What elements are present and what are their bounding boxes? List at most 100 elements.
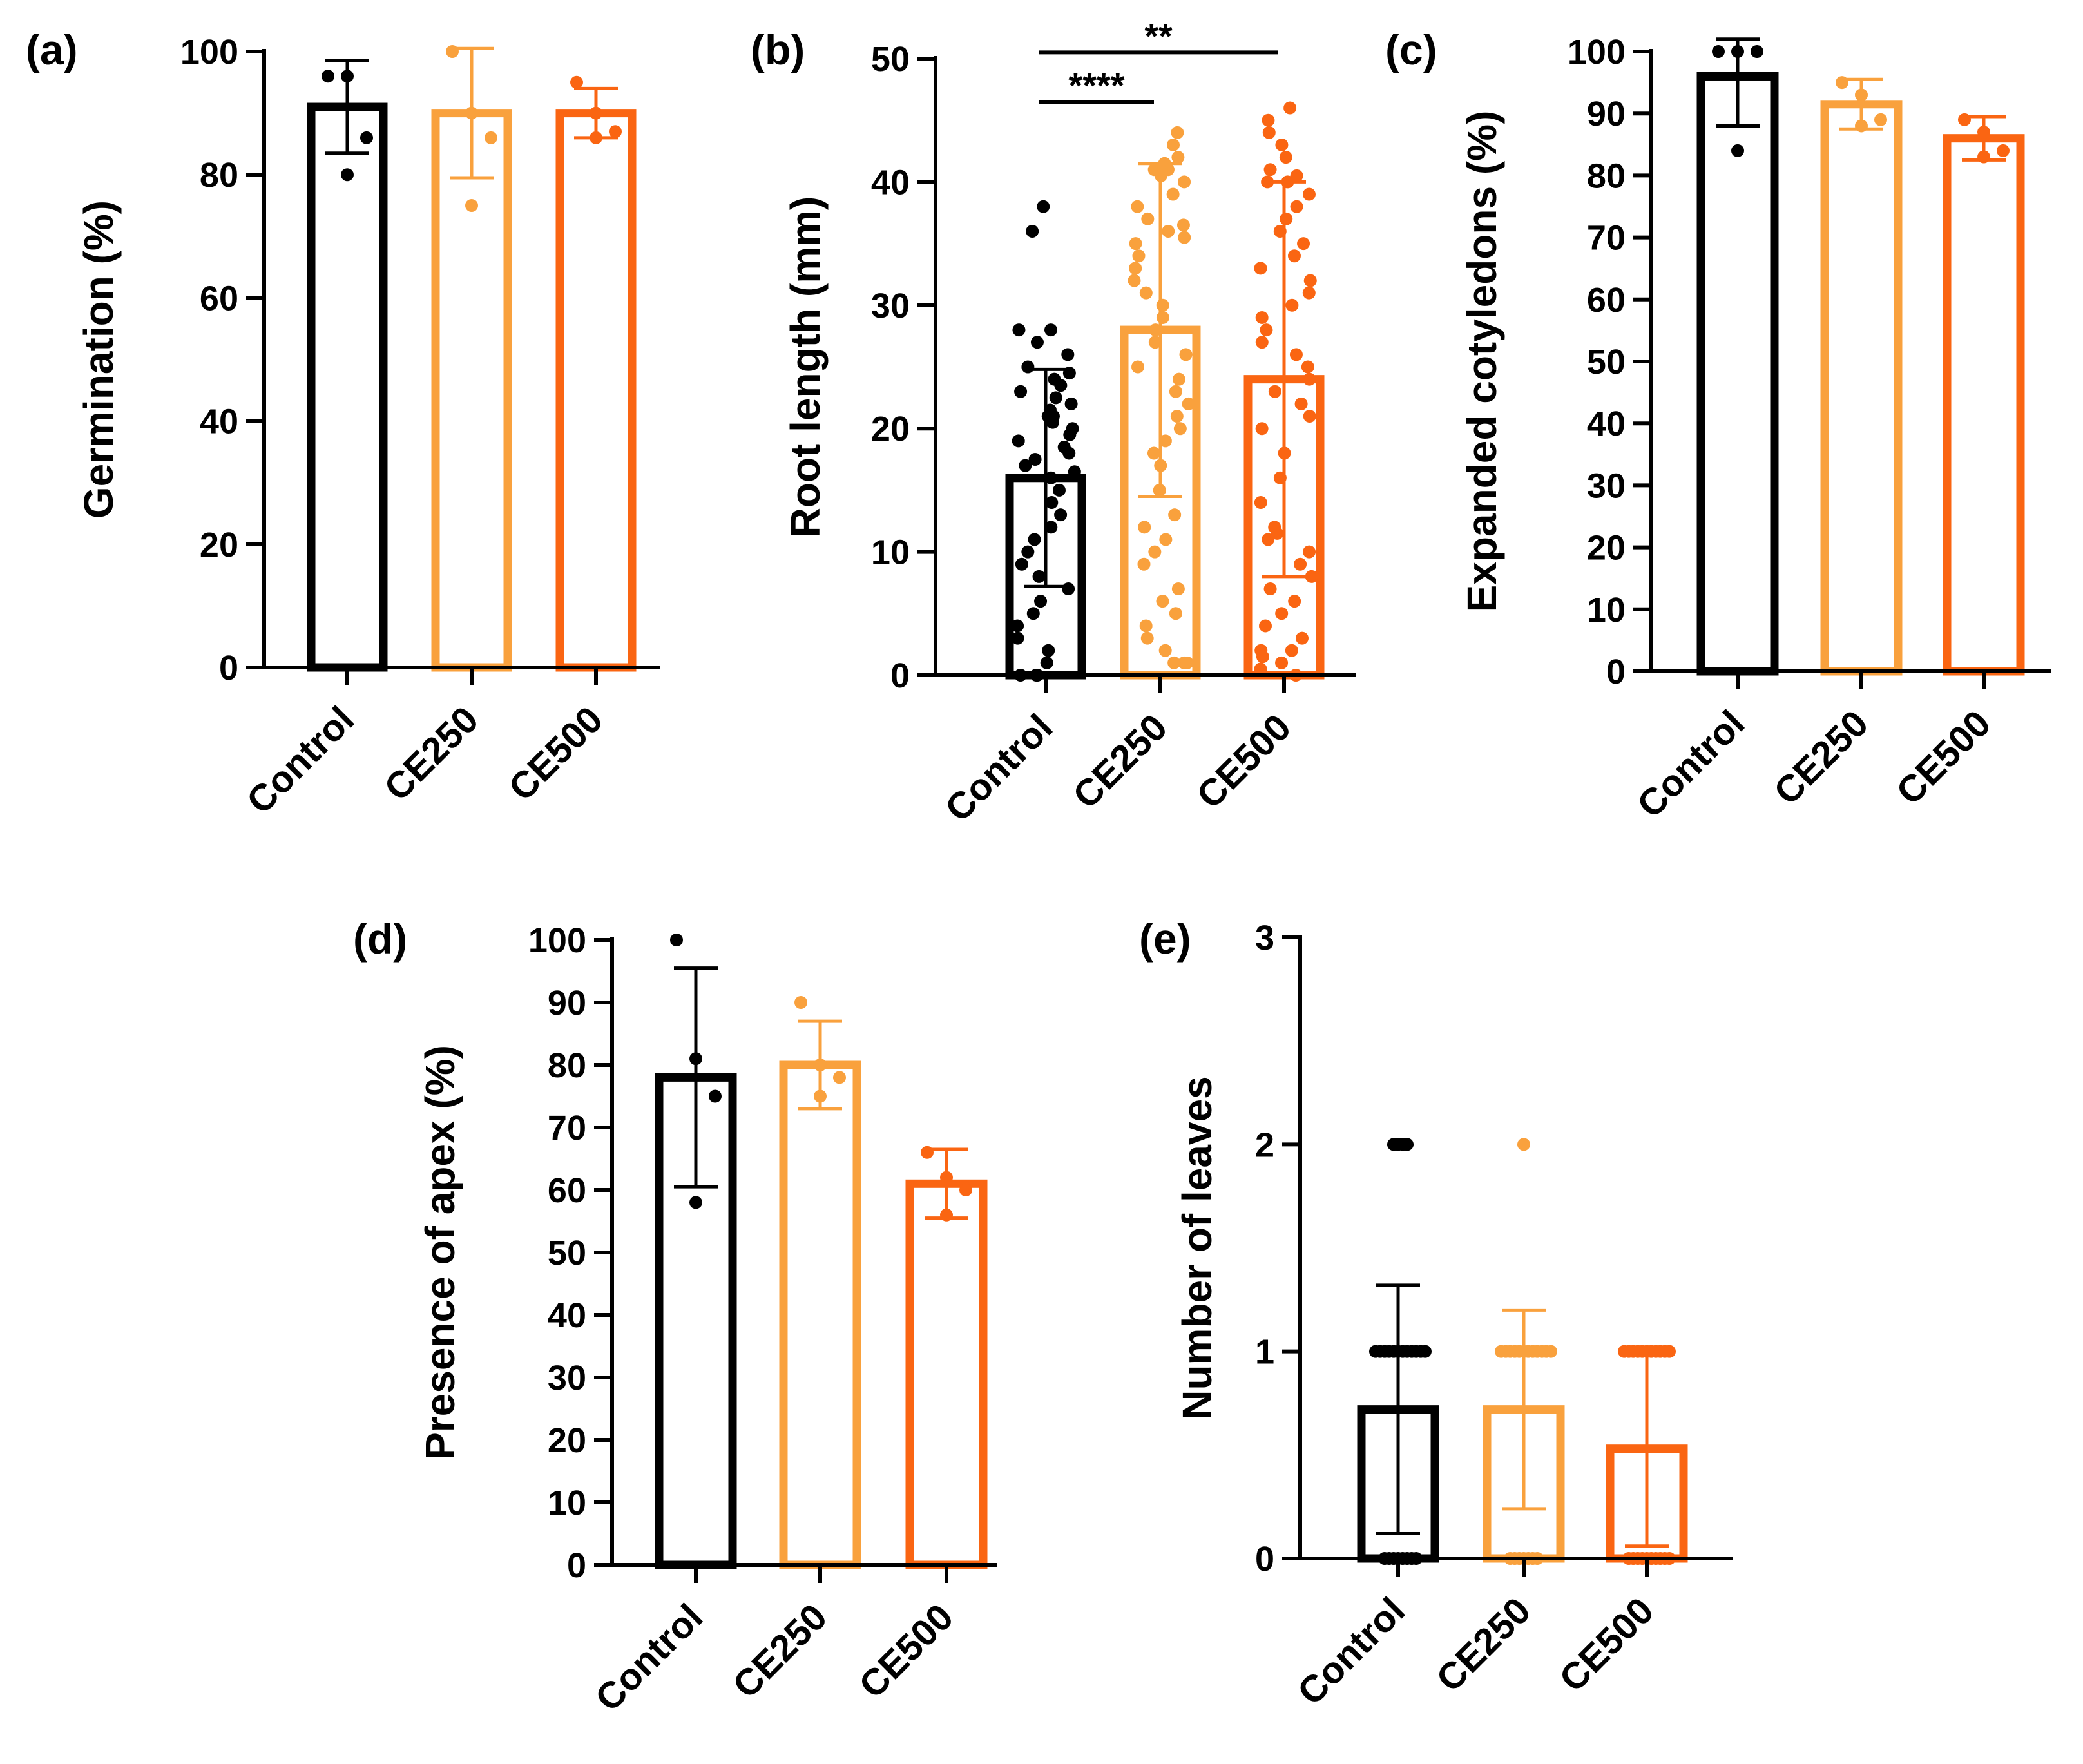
y-tick-label-d: 30 — [548, 1359, 586, 1397]
y-tick-label-a: 40 — [200, 403, 238, 441]
data-point-b — [1259, 619, 1272, 633]
data-point-b — [1054, 379, 1068, 392]
y-axis-title-a: Germination (%) — [75, 200, 122, 519]
bar-group-b-control — [1005, 200, 1086, 682]
bar-group-e-ce250 — [1483, 1138, 1565, 1565]
data-point-a — [485, 131, 497, 144]
y-tick-label-c: 20 — [1587, 529, 1626, 568]
data-point-b — [1128, 274, 1141, 287]
panel-label-e: (e) — [1139, 915, 1191, 963]
data-point-b — [1158, 434, 1172, 448]
x-category-label-d-ce500: CE500 — [851, 1596, 961, 1706]
data-point-b — [1273, 224, 1287, 238]
y-tick-label-d: 80 — [548, 1046, 586, 1085]
bar-group-d-control — [655, 934, 737, 1569]
data-point-d — [794, 996, 807, 1009]
bar-c-ce500 — [1943, 134, 2025, 676]
significance-label-b: **** — [1068, 65, 1124, 106]
data-point-b — [1139, 619, 1153, 633]
data-point-a — [590, 131, 602, 144]
data-point-b — [1297, 237, 1310, 251]
data-point-b — [1275, 607, 1289, 620]
bar-d-ce500 — [905, 1179, 988, 1569]
data-point-e — [1495, 1345, 1508, 1358]
data-point-b — [1290, 200, 1303, 213]
data-point-b — [1019, 459, 1032, 472]
x-category-label-d-control: Control — [587, 1596, 711, 1720]
data-point-b — [1260, 323, 1273, 337]
data-point-b — [1303, 372, 1316, 386]
data-point-d — [940, 1171, 953, 1184]
data-point-b — [1182, 397, 1195, 410]
data-point-d — [670, 934, 683, 946]
data-point-b — [1040, 656, 1053, 669]
y-tick-label-e: 2 — [1255, 1126, 1274, 1164]
y-tick-label-c: 80 — [1587, 157, 1626, 195]
y-tick-label-d: 100 — [528, 921, 586, 960]
y-tick-label-e: 1 — [1255, 1333, 1274, 1372]
data-point-b — [1011, 619, 1024, 633]
data-point-b — [1285, 298, 1299, 312]
y-tick-label-a: 20 — [200, 526, 238, 564]
data-point-b — [1296, 631, 1309, 645]
data-point-b — [1011, 631, 1024, 645]
panel-label-c: (c) — [1385, 26, 1437, 73]
y-tick-label-d: 50 — [548, 1234, 586, 1272]
data-point-b — [1303, 545, 1316, 559]
data-point-e — [1517, 1138, 1530, 1151]
data-point-b — [1149, 323, 1162, 337]
data-point-a — [322, 70, 334, 83]
data-point-c — [1874, 113, 1887, 126]
data-point-b — [1137, 557, 1151, 571]
panel-a: (a) Germination (%) 0 20 40 60 80 100 Control CE2… — [26, 26, 660, 822]
data-point-b — [1028, 453, 1042, 466]
data-point-b — [1255, 311, 1269, 324]
data-point-b — [1153, 483, 1166, 497]
data-point-b — [1148, 336, 1162, 349]
data-point-b — [1034, 595, 1048, 608]
data-point-b — [1129, 237, 1142, 251]
data-point-d — [814, 1059, 827, 1071]
data-point-c — [1855, 88, 1868, 102]
bar-group-a-ce250 — [431, 45, 512, 672]
data-point-b — [1028, 533, 1041, 546]
bar-group-b-ce250 — [1120, 126, 1201, 680]
x-category-label-b-ce250: CE250 — [1065, 706, 1175, 816]
data-point-b — [1167, 656, 1181, 669]
y-tick-label-d: 0 — [567, 1546, 586, 1585]
data-point-e — [1387, 1138, 1400, 1151]
bar-group-c-ce250 — [1820, 76, 1903, 676]
panel-label-a: (a) — [26, 26, 78, 73]
data-point-b — [1021, 545, 1035, 559]
data-point-c — [1997, 144, 2010, 157]
data-point-b — [1303, 410, 1316, 423]
data-point-a — [609, 125, 622, 139]
data-point-c — [1712, 45, 1725, 58]
y-tick-label-c: 10 — [1587, 591, 1626, 629]
data-point-b — [1275, 656, 1289, 669]
data-point-b — [1061, 348, 1075, 361]
y-tick-label-e: 3 — [1255, 919, 1274, 957]
data-point-b — [1254, 262, 1267, 275]
y-axis-title-d: Presence of apex (%) — [417, 1045, 463, 1460]
data-point-b — [1026, 224, 1039, 238]
data-point-b — [1054, 508, 1068, 522]
x-category-label-c-ce250: CE250 — [1766, 702, 1876, 812]
panel-b: (b) Root length (mm) 0 10 20 30 40 50 Control CE2… — [751, 15, 1356, 830]
data-point-d — [689, 1196, 702, 1209]
data-point-b — [1289, 348, 1303, 361]
data-point-b — [1141, 212, 1155, 225]
data-point-a — [341, 168, 354, 182]
y-axis-title-c: Expanded cotyledons (%) — [1459, 111, 1505, 613]
panel-c: (c) Expanded cotyledons (%) 0 10 20 30 40 50 60 7… — [1385, 26, 2051, 826]
data-point-b — [1262, 126, 1276, 139]
data-point-c — [1958, 113, 1971, 126]
data-point-b — [1301, 360, 1314, 374]
data-point-b — [1169, 385, 1182, 398]
data-point-b — [1169, 607, 1182, 620]
data-point-b — [1172, 372, 1185, 386]
data-point-b — [1049, 391, 1062, 405]
data-point-b — [1156, 311, 1169, 324]
data-point-b — [1154, 459, 1167, 472]
data-point-b — [1044, 521, 1058, 534]
